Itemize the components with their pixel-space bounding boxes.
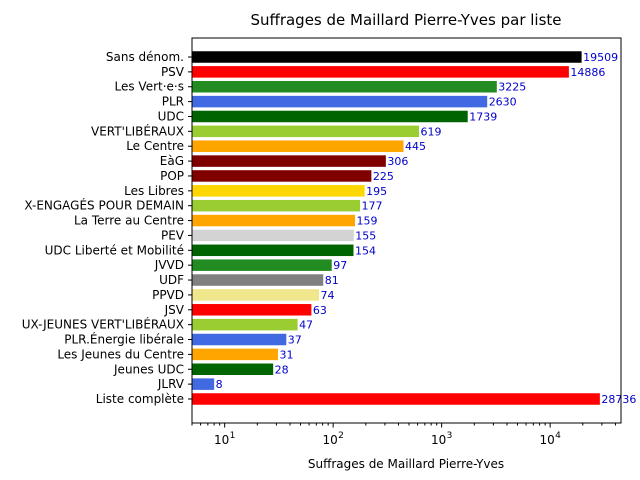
category-label: Le Centre bbox=[126, 139, 184, 153]
category-label: PLR bbox=[162, 95, 184, 109]
x-tick-label: 10 bbox=[539, 433, 554, 447]
value-label: 445 bbox=[405, 140, 426, 153]
value-label: 97 bbox=[333, 259, 347, 272]
category-label: Les Jeunes du Centre bbox=[57, 347, 184, 361]
value-label: 3225 bbox=[498, 81, 526, 94]
x-tick-label: 10 bbox=[323, 433, 338, 447]
bar bbox=[192, 318, 298, 331]
category-label: JSV bbox=[164, 303, 185, 317]
bar bbox=[192, 125, 420, 138]
value-label: 306 bbox=[387, 155, 408, 168]
bar bbox=[192, 170, 372, 182]
value-label: 177 bbox=[362, 200, 383, 213]
bar bbox=[192, 333, 287, 346]
bar bbox=[192, 199, 361, 212]
bar bbox=[192, 95, 488, 108]
bar bbox=[192, 80, 497, 93]
category-label: UX-JEUNES VERT'LIBÉRAUX bbox=[22, 317, 184, 332]
value-label: 619 bbox=[421, 125, 442, 138]
x-tick-exponent: 2 bbox=[338, 431, 344, 441]
value-label: 74 bbox=[320, 289, 334, 302]
bar bbox=[192, 110, 468, 123]
bar bbox=[192, 244, 354, 257]
x-axis-ticks: 10 1 10 2 10 3 10 4 bbox=[191, 423, 616, 447]
chart-title: Suffrages de Maillard Pierre-Yves par li… bbox=[250, 11, 561, 29]
category-label: Les Libres bbox=[124, 184, 184, 198]
x-axis-label: Suffrages de Maillard Pierre-Yves bbox=[308, 457, 504, 471]
bar bbox=[192, 140, 404, 152]
value-label: 1739 bbox=[469, 110, 497, 123]
x-tick-label: 10 bbox=[431, 433, 446, 447]
category-label: PLR.Énergie libérale bbox=[64, 332, 184, 347]
bar bbox=[192, 378, 215, 390]
category-label: PSV bbox=[161, 65, 185, 79]
x-tick-exponent: 1 bbox=[230, 431, 236, 441]
value-label: 81 bbox=[325, 274, 339, 287]
category-label: POP bbox=[160, 169, 184, 183]
category-label: JVVD bbox=[154, 258, 184, 272]
category-label: EàG bbox=[160, 154, 184, 168]
value-label: 63 bbox=[313, 304, 327, 317]
category-label: UDC Liberté et Mobilité bbox=[45, 243, 184, 257]
value-label: 19509 bbox=[583, 51, 618, 64]
value-label: 225 bbox=[373, 170, 394, 183]
bar bbox=[192, 259, 332, 271]
value-label: 2630 bbox=[489, 96, 517, 109]
category-label: La Terre au Centre bbox=[74, 214, 184, 228]
category-label: JLRV bbox=[157, 377, 185, 391]
value-label: 155 bbox=[355, 229, 376, 242]
value-label: 37 bbox=[288, 334, 302, 347]
category-label: Sans dénom. bbox=[106, 50, 184, 64]
bar bbox=[192, 51, 582, 63]
category-label: Liste complète bbox=[96, 392, 184, 406]
category-label: UDF bbox=[159, 273, 184, 287]
x-tick-label: 10 bbox=[214, 433, 229, 447]
category-label: Jeunes UDC bbox=[113, 362, 184, 376]
bar bbox=[192, 304, 312, 316]
bar bbox=[192, 348, 278, 361]
bar bbox=[192, 155, 386, 167]
category-label: PPVD bbox=[152, 288, 184, 302]
bar bbox=[192, 363, 274, 376]
x-tick-exponent: 3 bbox=[447, 431, 453, 441]
plot-frame bbox=[191, 37, 622, 424]
value-label: 28 bbox=[275, 363, 289, 376]
category-label: Les Vert·e·s bbox=[115, 80, 185, 94]
value-label: 47 bbox=[299, 319, 313, 332]
category-label: VERT'LIBÉRAUX bbox=[91, 123, 184, 138]
category-label: X-ENGAGÉS POUR DEMAIN bbox=[24, 198, 184, 213]
bar bbox=[192, 289, 319, 301]
bar bbox=[192, 274, 324, 286]
category-label: UDC bbox=[158, 109, 184, 123]
value-label: 14886 bbox=[570, 66, 605, 79]
value-label: 28736 bbox=[601, 393, 636, 406]
bar bbox=[192, 393, 600, 405]
bars bbox=[192, 51, 600, 405]
bar bbox=[192, 214, 355, 227]
bar bbox=[192, 229, 354, 242]
x-tick-exponent: 4 bbox=[555, 431, 561, 441]
value-label: 154 bbox=[355, 244, 376, 257]
bar bbox=[192, 185, 365, 197]
bar bbox=[192, 66, 569, 78]
category-label: PEV bbox=[161, 228, 185, 242]
value-label: 8 bbox=[216, 378, 223, 391]
value-label: 31 bbox=[279, 348, 293, 361]
value-label: 159 bbox=[356, 215, 377, 228]
value-label: 195 bbox=[366, 185, 387, 198]
